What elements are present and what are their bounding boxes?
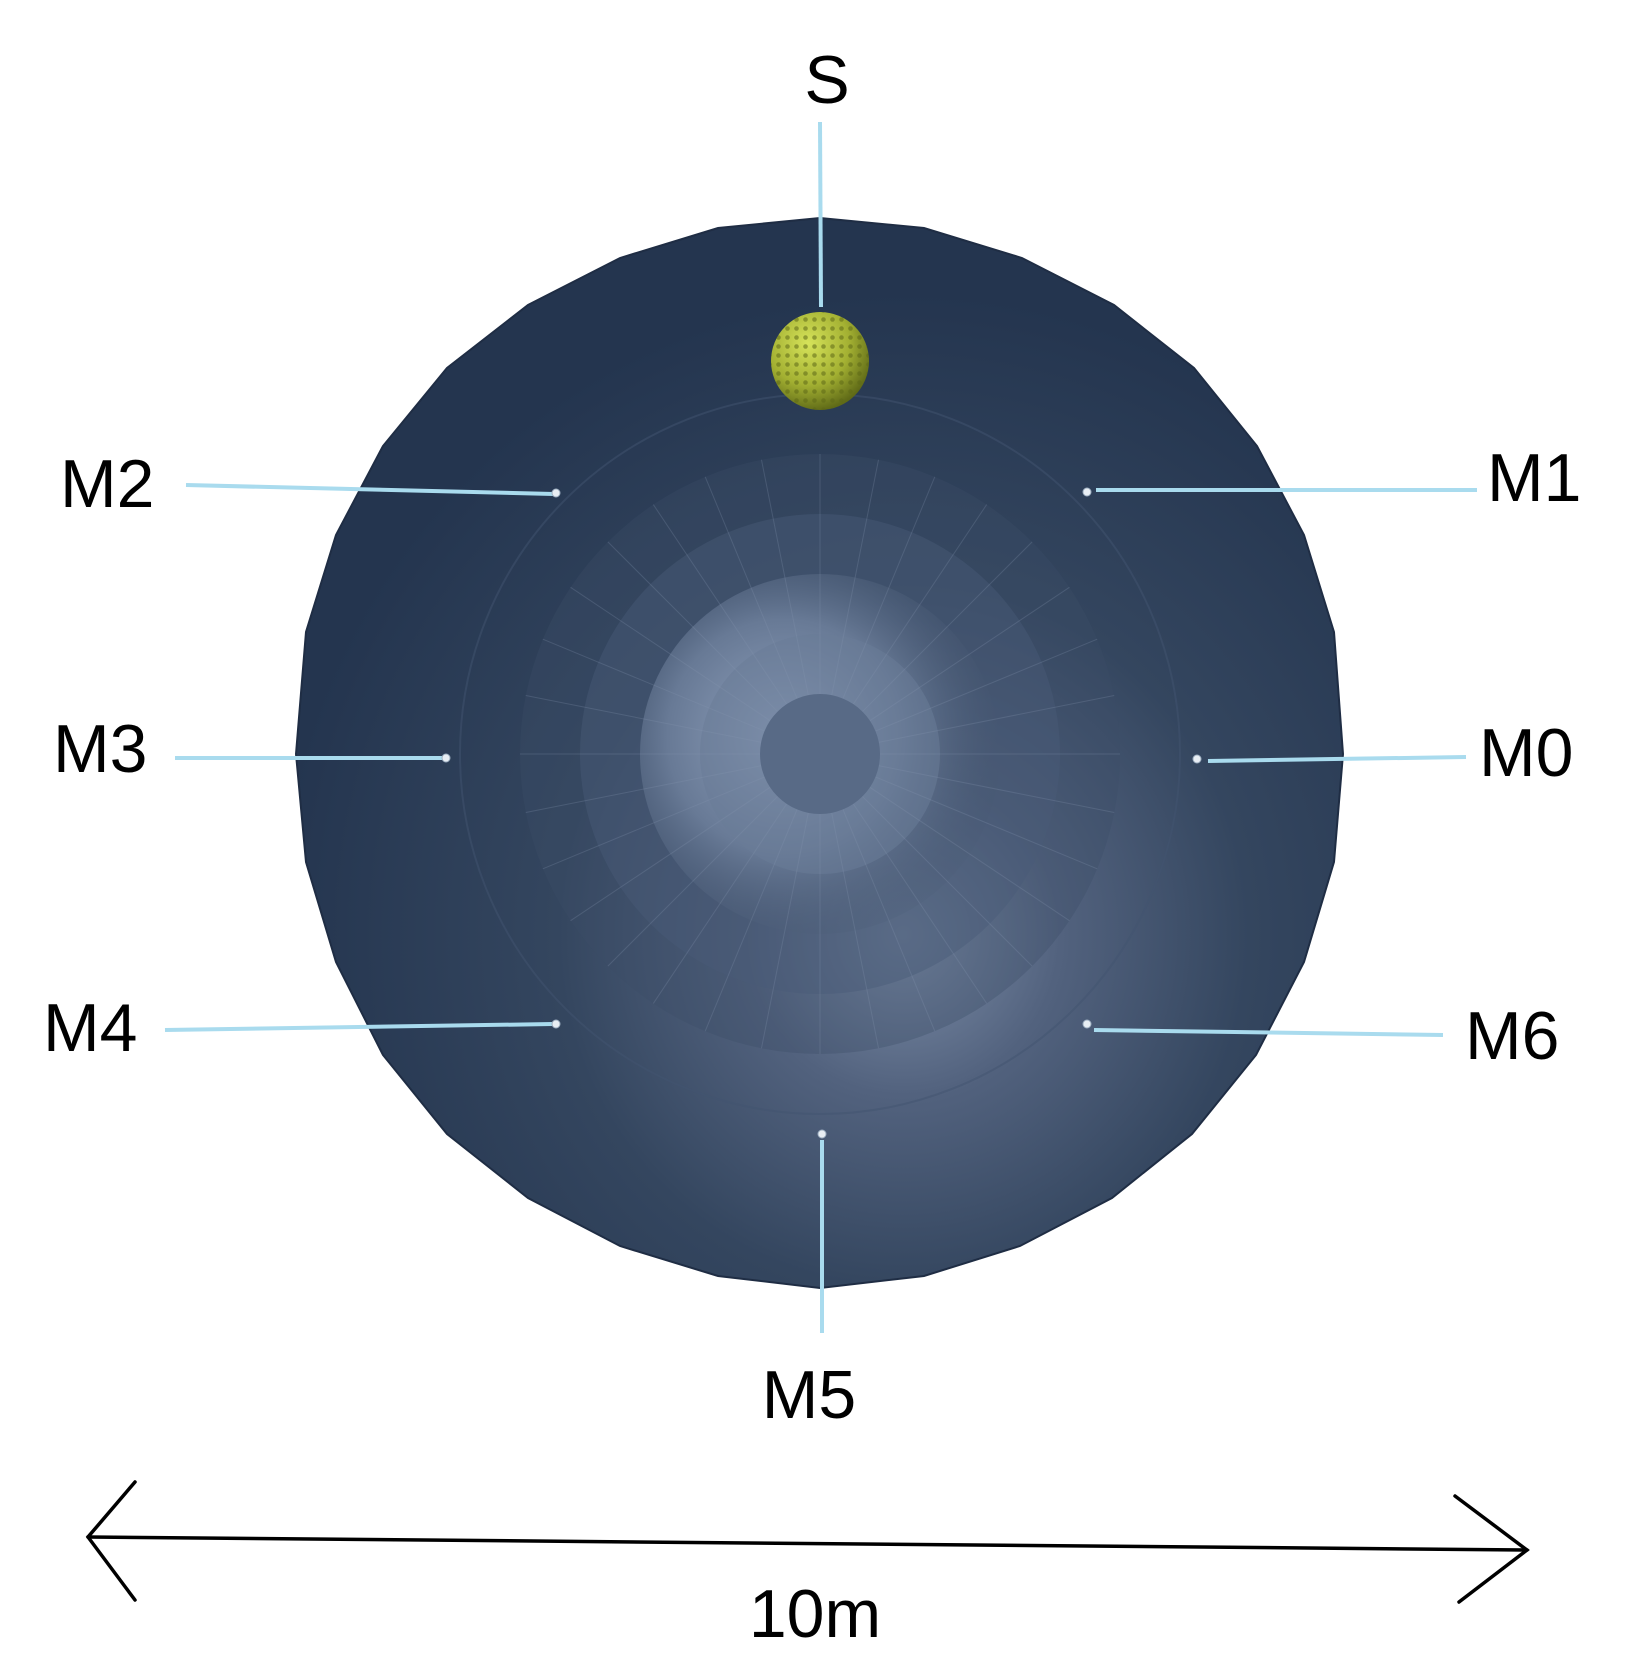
microphone-m1-marker	[1082, 487, 1092, 497]
microphone-m6-marker	[1082, 1019, 1092, 1029]
source-sphere	[771, 312, 869, 410]
scale-bar-right-arrowhead	[1453, 1494, 1530, 1604]
scale-bar-line	[86, 1535, 1529, 1552]
microphone-m5-marker	[817, 1129, 827, 1139]
dome-facet-line	[875, 776, 1098, 870]
dome-facet-line	[831, 459, 880, 696]
dome-facet-line	[542, 776, 765, 870]
microphone-m0-marker	[1192, 754, 1202, 764]
dome-facet-line	[852, 504, 988, 705]
microphone-m4-marker	[551, 1019, 561, 1029]
dome-facet-line	[831, 812, 880, 1049]
microphone-m4-label: M4	[43, 990, 137, 1066]
dome-facet-line	[760, 812, 809, 1049]
dome-facet-line	[842, 476, 936, 699]
microphone-m5-label: M5	[762, 1357, 856, 1433]
scale-label: 10m	[749, 1576, 881, 1652]
source-label: S	[804, 42, 849, 118]
microphone-m2-marker	[551, 488, 561, 498]
leader-line-m6	[1093, 1028, 1444, 1037]
dome-facet-line	[607, 541, 778, 712]
dome-facet-line	[652, 504, 788, 705]
dome-facet-line	[869, 786, 1070, 922]
dome-facet-line	[607, 796, 778, 967]
microphone-m0-label: M0	[1479, 715, 1573, 791]
microphone-m6-label: M6	[1465, 998, 1559, 1074]
dome-facet-line	[525, 765, 762, 814]
dome-facet-line	[869, 586, 1070, 722]
dome-facet-line	[878, 694, 1115, 743]
dome-facet-line	[862, 541, 1033, 712]
leader-line-m0	[1207, 755, 1467, 763]
dome-facets	[520, 454, 1120, 1054]
dome-facet-line	[842, 809, 936, 1032]
microphone-m2-label: M2	[60, 446, 154, 522]
scale-bar	[85, 1480, 1530, 1604]
leader-line-m2	[185, 483, 555, 496]
dome-facet-line	[852, 803, 988, 1004]
dome-facet-line	[760, 459, 809, 696]
scale-bar-left-arrowhead	[85, 1480, 137, 1602]
microphone-m3-label: M3	[53, 711, 147, 787]
dome-apex	[760, 694, 880, 814]
dome-facet-line	[525, 694, 762, 743]
dome-facet-line	[862, 796, 1033, 967]
dome-facet-line	[570, 586, 771, 722]
dome-facet-line	[652, 803, 788, 1004]
microphone-m1-label: M1	[1487, 440, 1581, 516]
dome-facet-line	[704, 809, 798, 1032]
microphone-m3-marker	[441, 753, 451, 763]
leader-line-m4	[164, 1022, 554, 1032]
dome-facet-line	[542, 638, 765, 732]
leader-line-source	[818, 121, 823, 308]
dome-facet-line	[875, 638, 1098, 732]
dome-facet-line	[704, 476, 798, 699]
dome-facet-line	[570, 786, 771, 922]
dome-facet-line	[878, 765, 1115, 814]
